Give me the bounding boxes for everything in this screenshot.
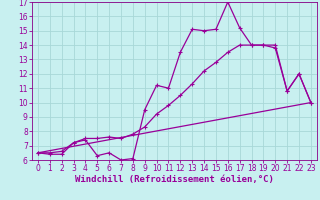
X-axis label: Windchill (Refroidissement éolien,°C): Windchill (Refroidissement éolien,°C) xyxy=(75,175,274,184)
